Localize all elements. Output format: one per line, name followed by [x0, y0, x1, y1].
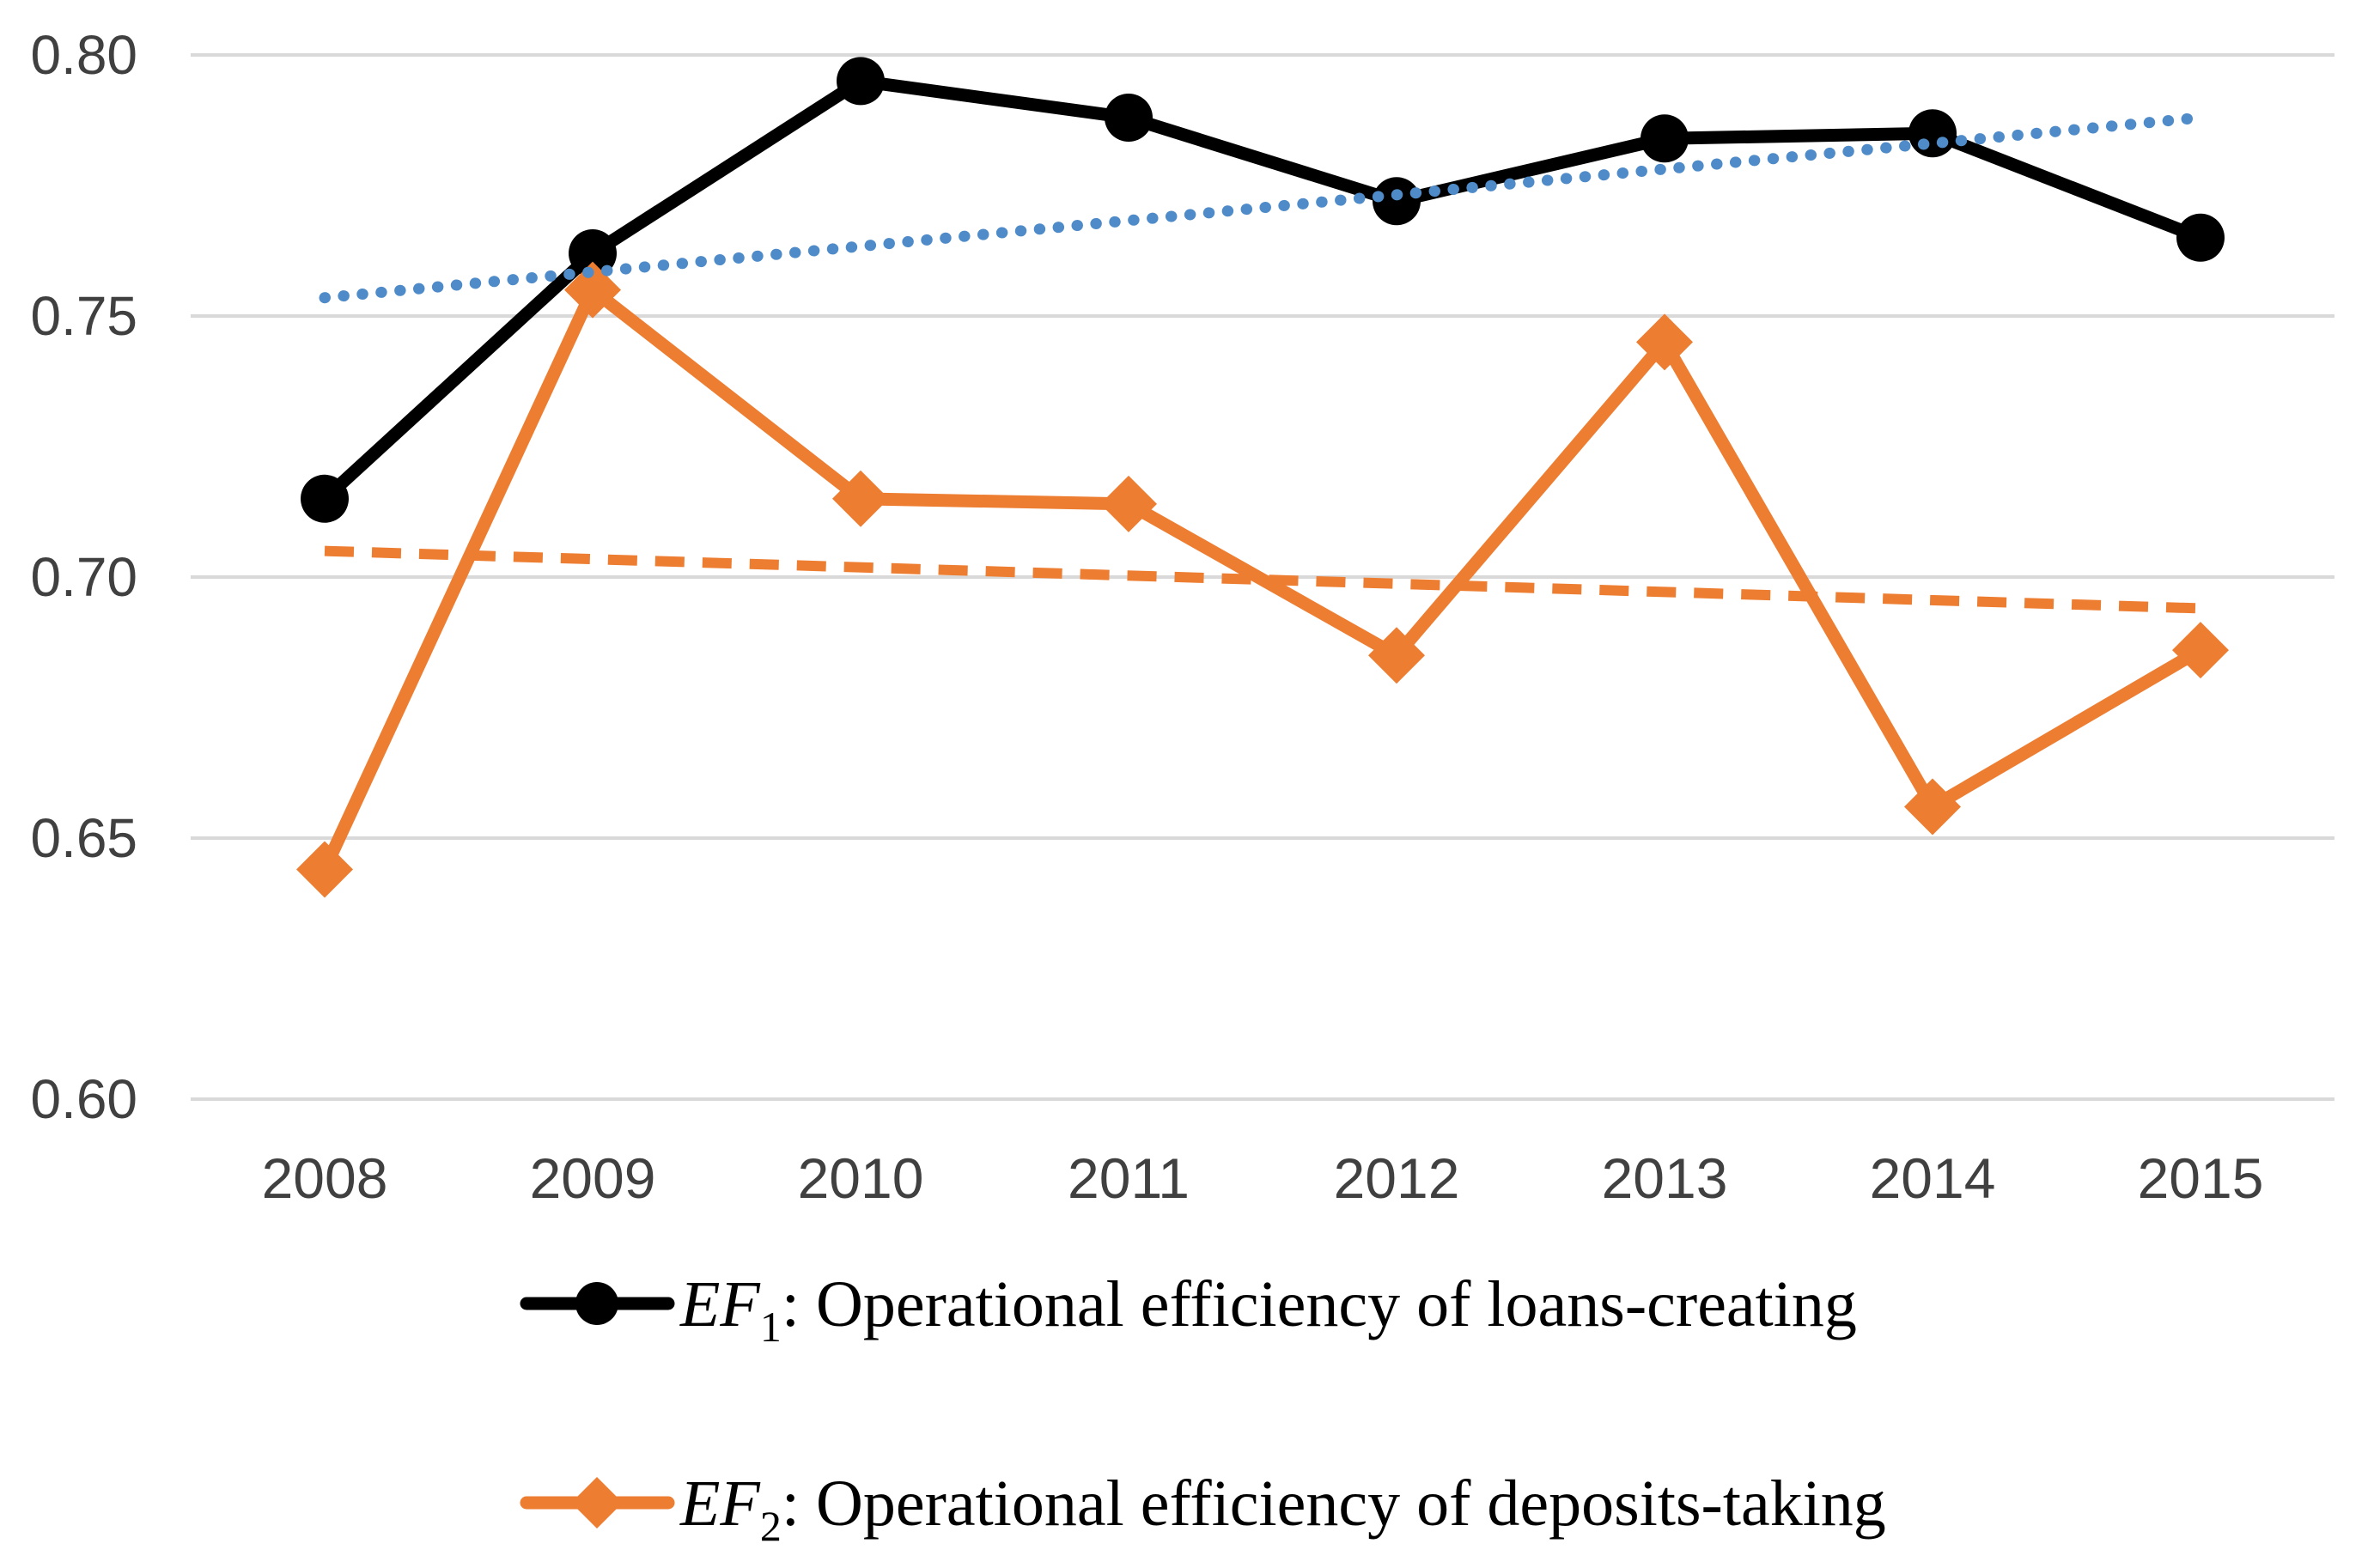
legend-label-ef2: EF2: Operational efficiency of deposits-…: [679, 1468, 1886, 1550]
ef2-trendline: [324, 545, 2201, 614]
ef1-marker-2011: [1105, 93, 1153, 142]
ef1-marker-2015: [2176, 213, 2225, 262]
y-axis-tick-labels: 0.80 0.75 0.70 0.65 0.60: [30, 24, 137, 1130]
ef2-marker-2010: [832, 470, 889, 527]
ef2-marker-2014: [1904, 778, 1961, 836]
x-tick-label-2015: 2015: [2138, 1146, 2264, 1210]
legend-circle-icon: [575, 1282, 618, 1325]
ef2-trendline-group: [324, 545, 2201, 614]
ef1-marker-2010: [837, 57, 885, 106]
legend-label-ef1: EF1: Operational efficiency of loans-cre…: [679, 1268, 1857, 1351]
legend: EF1: Operational efficiency of loans-cre…: [520, 1268, 1886, 1550]
ef1-marker-2013: [1640, 114, 1689, 163]
y-tick-label-0.75: 0.75: [30, 285, 137, 347]
y-tick-label-0.60: 0.60: [30, 1068, 137, 1130]
ef1-marker-2012: [1373, 177, 1421, 226]
ef2-marker-2015: [2172, 622, 2229, 679]
x-tick-label-2011: 2011: [1068, 1146, 1190, 1210]
y-tick-label-0.65: 0.65: [30, 807, 137, 869]
ef2-marker-2013: [1636, 313, 1693, 371]
series-group: [296, 57, 2229, 898]
x-tick-label-2009: 2009: [530, 1146, 656, 1210]
ef2-marker-2011: [1100, 475, 1157, 532]
ef1-trendline-group: [319, 112, 2207, 304]
ef1-trendline: [319, 112, 2207, 304]
ef2-marker-2012: [1368, 627, 1425, 684]
legend-item-ef1: EF1: Operational efficiency of loans-cre…: [520, 1268, 1857, 1351]
x-tick-label-2008: 2008: [262, 1146, 388, 1210]
ef1-line: [318, 74, 2207, 506]
ef1-marker-2009: [569, 229, 617, 278]
x-tick-label-2012: 2012: [1334, 1146, 1460, 1210]
legend-item-ef2: EF2: Operational efficiency of deposits-…: [520, 1468, 1886, 1550]
x-tick-label-2013: 2013: [1602, 1146, 1728, 1210]
y-tick-label-0.80: 0.80: [30, 24, 137, 86]
ef1-marker-2014: [1908, 109, 1957, 158]
y-tick-label-0.70: 0.70: [30, 546, 137, 608]
x-tick-label-2014: 2014: [1870, 1146, 1996, 1210]
x-tick-label-2010: 2010: [798, 1146, 924, 1210]
x-axis-tick-labels: 2008 2009 2010 2011 2012 2013 2014 2015: [262, 1146, 2264, 1210]
ef2-marker-2008: [296, 841, 353, 898]
ef2-line: [318, 283, 2207, 876]
ef1-marker-2008: [301, 474, 349, 523]
legend-diamond-icon: [571, 1477, 623, 1528]
